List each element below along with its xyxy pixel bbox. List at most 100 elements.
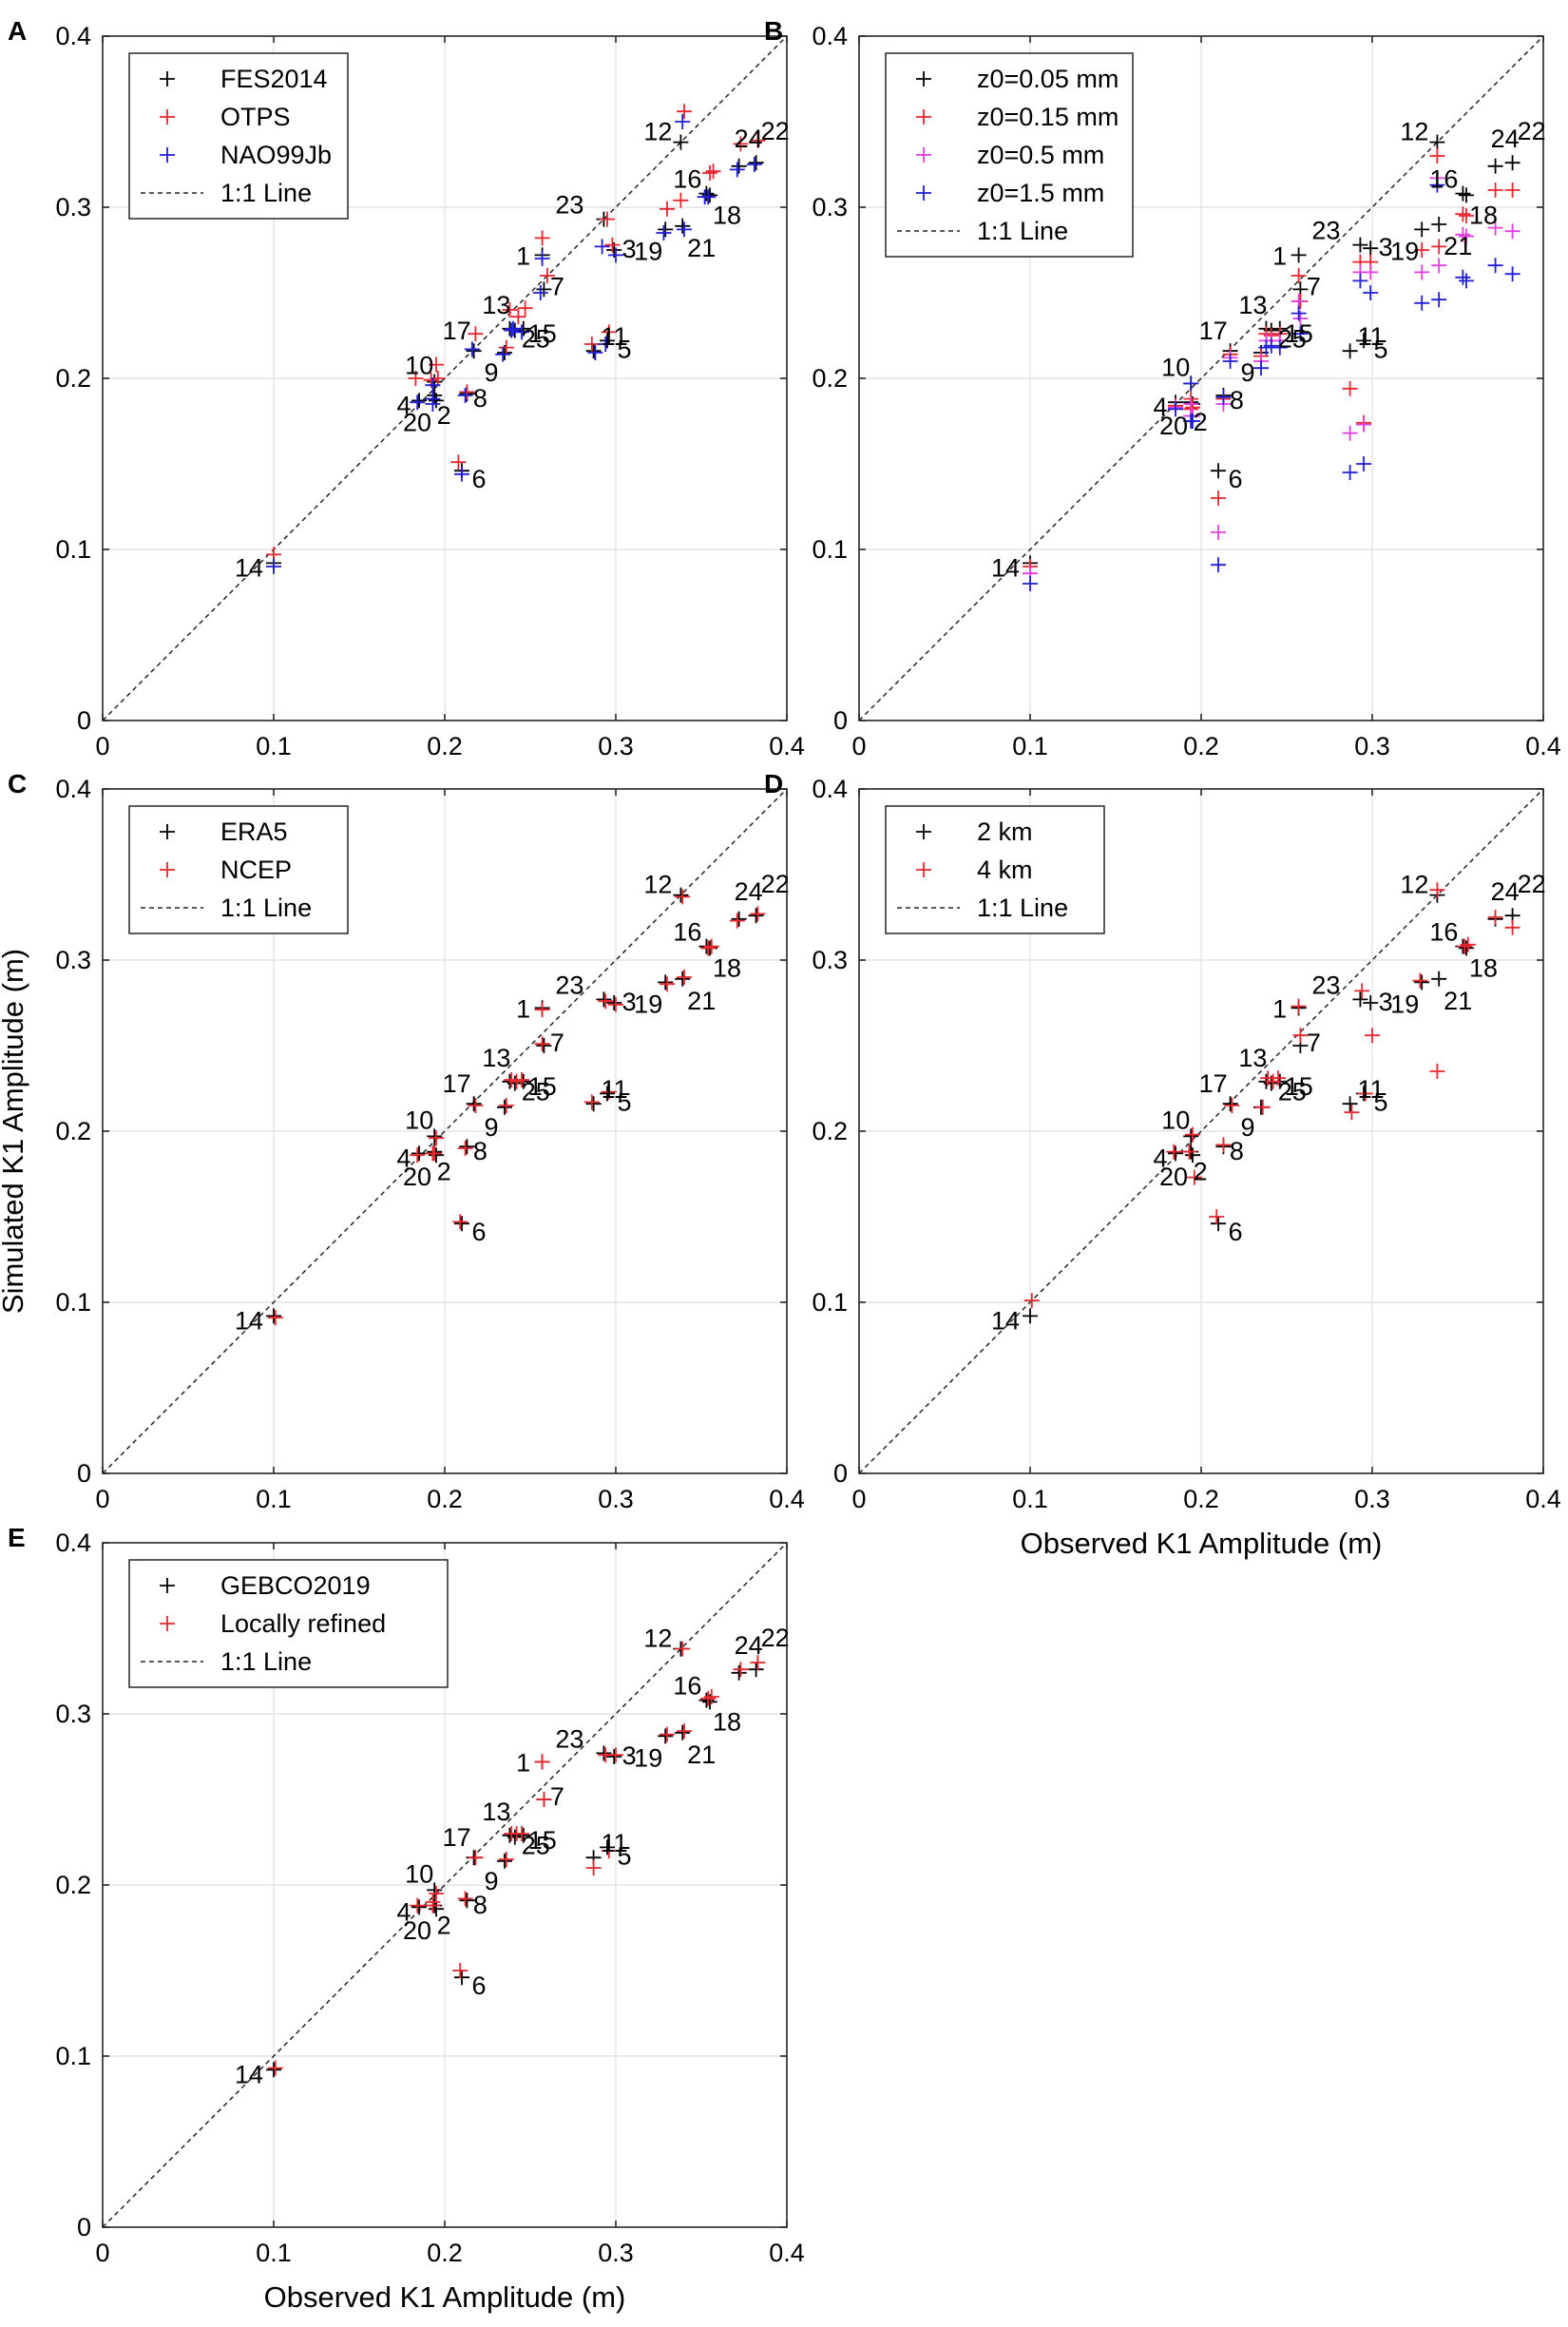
data-point: [673, 134, 689, 150]
data-point: [1429, 1064, 1445, 1079]
data-point: [1412, 972, 1428, 989]
data-point: [457, 1891, 473, 1907]
station-label: 25: [522, 325, 550, 354]
data-point: [731, 158, 747, 174]
data-point: [673, 887, 689, 903]
data-point: [1352, 237, 1368, 253]
station-label: 23: [1311, 971, 1340, 999]
y-tick-label: 0.2: [812, 364, 848, 393]
data-point: [1265, 1073, 1281, 1089]
series-nao99jb: [266, 114, 762, 574]
station-label: 25: [1278, 1078, 1307, 1106]
station-label: 11: [1358, 322, 1385, 351]
y-tick-label: 0.3: [55, 193, 91, 221]
data-point: [266, 2062, 281, 2078]
y-tick-label: 0.1: [55, 2042, 91, 2070]
station-label: 11: [602, 1829, 628, 1857]
data-point: [1459, 187, 1474, 203]
data-point: [425, 396, 441, 412]
series-ncep: [267, 889, 766, 1326]
data-point: [1487, 183, 1503, 198]
chart-panel-c: 0 0.1 0.2 0.3 0.4 0 0.1 0.2 0.3 0.4 C Simulated K1 …: [0, 769, 805, 1513]
data-point: [410, 1897, 426, 1914]
data-point: [673, 192, 689, 208]
data-point: [1504, 155, 1520, 171]
x-tick-label: 0.1: [256, 732, 292, 760]
station-label: 21: [687, 987, 716, 1015]
data-point: [600, 211, 615, 227]
data-point: [594, 239, 610, 255]
x-axis-label: Observed K1 Amplitude (m): [264, 2280, 626, 2314]
data-point: [750, 1655, 766, 1670]
data-point: [1455, 269, 1471, 285]
data-point: [1455, 185, 1471, 202]
data-point: [1023, 576, 1038, 591]
data-point: [411, 393, 427, 409]
data-point: [1352, 273, 1368, 289]
panel-letter: A: [8, 16, 27, 46]
data-point: [598, 993, 614, 1010]
station-label: 17: [1199, 317, 1228, 345]
legend-label: NCEP: [220, 856, 292, 884]
y-tick-label: 0.2: [812, 1117, 848, 1145]
data-point: [1455, 226, 1471, 242]
station-label: 17: [443, 1069, 471, 1098]
data-point: [534, 251, 550, 266]
y-tick-label: 0.4: [55, 775, 91, 803]
station-label: 16: [673, 918, 701, 947]
data-point: [536, 1792, 552, 1807]
data-point: [606, 995, 622, 1010]
station-label: 13: [1238, 1044, 1267, 1072]
data-point: [1272, 339, 1288, 356]
data-point: [1342, 425, 1358, 441]
station-label: 1: [516, 994, 530, 1023]
data-point: [1431, 971, 1447, 987]
data-point: [677, 221, 692, 238]
data-point: [1342, 380, 1358, 396]
data-point: [1487, 910, 1503, 925]
station-label: 3: [1379, 988, 1393, 1016]
data-point: [585, 1860, 602, 1875]
data-point: [729, 913, 745, 929]
station-label: 23: [555, 191, 583, 220]
data-point: [658, 221, 674, 238]
data-point: [497, 1853, 512, 1869]
data-point: [1354, 983, 1370, 999]
chart-panel-a: 0 0.1 0.2 0.3 0.400.10.20.30.4A1234567891011…: [8, 16, 805, 760]
data-point: [746, 157, 762, 172]
station-label: 21: [1444, 987, 1472, 1015]
data-point: [587, 345, 603, 360]
data-point: [507, 1829, 523, 1845]
data-point: [266, 559, 281, 574]
x-tick-label: 0.3: [598, 2239, 634, 2267]
station-label: 14: [235, 1306, 263, 1335]
data-point: [504, 322, 520, 338]
data-point: [675, 889, 691, 905]
y-tick-label: 0.4: [812, 22, 848, 50]
data-point: [677, 970, 692, 985]
legend-marker-swatch: [160, 147, 175, 163]
data-point: [1414, 264, 1430, 280]
y-tick-label: 0.4: [812, 775, 848, 803]
station-label: 23: [555, 1724, 583, 1753]
station-label: 13: [1238, 291, 1267, 319]
legend-label: z0=0.5 mm: [977, 141, 1104, 169]
legend-label: 1:1 Line: [977, 217, 1068, 245]
data-point: [1459, 208, 1474, 223]
data-point: [1504, 223, 1520, 240]
y-tick-label: 0.3: [55, 946, 91, 974]
data-point: [1429, 134, 1445, 150]
data-point: [1487, 158, 1503, 174]
x-axis-label: Observed K1 Amplitude (m): [1021, 1527, 1383, 1560]
data-point: [508, 1073, 525, 1089]
x-tick-label: 0.4: [1525, 1485, 1561, 1513]
station-label: 12: [1400, 871, 1428, 899]
y-tick-label: 0.1: [55, 1288, 91, 1317]
station-label: 6: [1228, 1218, 1242, 1246]
station-label: 24: [735, 125, 763, 153]
legend-label: z0=0.05 mm: [977, 65, 1119, 93]
data-point: [731, 1664, 747, 1681]
station-label: 21: [687, 1740, 716, 1769]
y-tick-label: 0.2: [55, 1871, 91, 1899]
